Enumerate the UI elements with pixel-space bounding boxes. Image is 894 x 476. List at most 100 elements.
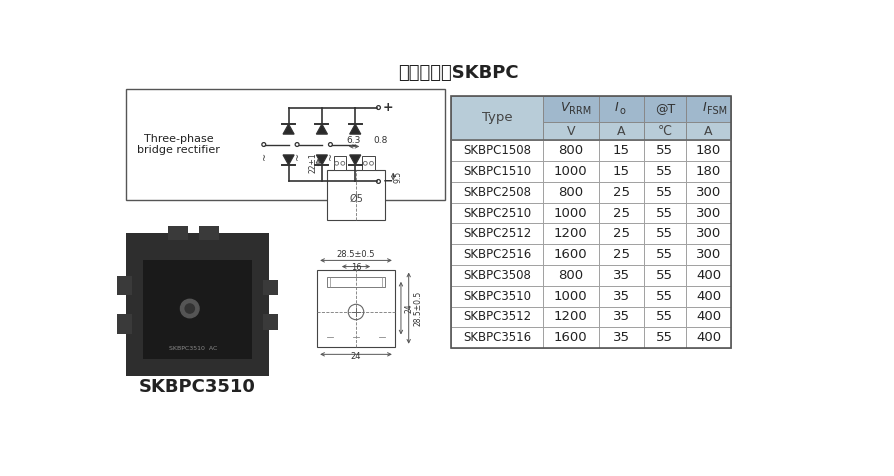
Text: +: + bbox=[383, 101, 393, 114]
Bar bbox=[542, 182, 598, 203]
Bar bbox=[643, 307, 686, 327]
Bar bbox=[542, 161, 598, 182]
Text: 6.3: 6.3 bbox=[347, 136, 361, 145]
Text: 55: 55 bbox=[655, 144, 672, 157]
Text: SKBPC3512: SKBPC3512 bbox=[462, 310, 530, 324]
Bar bbox=[263, 314, 278, 330]
Text: ℃: ℃ bbox=[657, 125, 671, 138]
Bar bbox=[542, 327, 598, 348]
Text: ~: ~ bbox=[292, 152, 302, 160]
Bar bbox=[643, 161, 686, 182]
Text: Ø5: Ø5 bbox=[349, 193, 363, 203]
Bar bbox=[451, 244, 542, 265]
Bar bbox=[598, 203, 643, 223]
Bar bbox=[598, 265, 643, 286]
Text: RRM: RRM bbox=[569, 106, 591, 116]
Text: ~: ~ bbox=[325, 152, 336, 160]
Text: 25: 25 bbox=[611, 207, 628, 219]
Bar bbox=[686, 161, 730, 182]
Bar bbox=[686, 182, 730, 203]
Bar bbox=[643, 140, 686, 161]
Text: 180: 180 bbox=[696, 144, 721, 157]
Bar bbox=[598, 96, 643, 122]
Bar bbox=[686, 307, 730, 327]
Polygon shape bbox=[316, 155, 327, 165]
Bar bbox=[126, 89, 444, 200]
Text: 300: 300 bbox=[696, 207, 721, 219]
Text: 55: 55 bbox=[655, 290, 672, 303]
Text: SKBPC3510: SKBPC3510 bbox=[139, 377, 256, 396]
Polygon shape bbox=[283, 155, 294, 165]
Text: SKBPC1510: SKBPC1510 bbox=[462, 165, 530, 178]
Bar bbox=[451, 203, 542, 223]
Text: A: A bbox=[704, 125, 713, 138]
Bar bbox=[451, 307, 542, 327]
Text: 1200: 1200 bbox=[553, 310, 586, 324]
Bar bbox=[451, 286, 542, 307]
Bar bbox=[643, 327, 686, 348]
Bar bbox=[451, 140, 542, 161]
Bar bbox=[598, 161, 643, 182]
Bar bbox=[542, 286, 598, 307]
Bar bbox=[598, 327, 643, 348]
Circle shape bbox=[181, 299, 198, 318]
Bar bbox=[598, 307, 643, 327]
Bar bbox=[542, 203, 598, 223]
Text: 24: 24 bbox=[350, 352, 361, 361]
Bar bbox=[686, 96, 730, 122]
Text: Three-phase
bridge rectifier: Three-phase bridge rectifier bbox=[137, 134, 220, 155]
Bar bbox=[451, 223, 542, 244]
Text: 25: 25 bbox=[611, 228, 628, 240]
Bar bbox=[686, 265, 730, 286]
Bar bbox=[598, 244, 643, 265]
Text: −: − bbox=[383, 175, 393, 188]
Bar bbox=[451, 96, 542, 140]
Bar bbox=[451, 182, 542, 203]
Polygon shape bbox=[350, 124, 360, 134]
Bar bbox=[451, 161, 542, 182]
Bar bbox=[542, 244, 598, 265]
Polygon shape bbox=[350, 155, 360, 165]
Text: 55: 55 bbox=[655, 269, 672, 282]
Bar bbox=[686, 286, 730, 307]
Bar bbox=[643, 286, 686, 307]
Bar bbox=[686, 223, 730, 244]
Text: 300: 300 bbox=[696, 228, 721, 240]
Bar bbox=[598, 182, 643, 203]
Polygon shape bbox=[316, 124, 327, 134]
Text: 1600: 1600 bbox=[553, 248, 586, 261]
Text: 24: 24 bbox=[403, 303, 413, 313]
Bar bbox=[333, 156, 346, 169]
Text: Type: Type bbox=[481, 111, 511, 124]
Text: o: o bbox=[619, 106, 625, 116]
Bar bbox=[542, 96, 598, 122]
Bar bbox=[116, 314, 132, 334]
Bar bbox=[643, 182, 686, 203]
Text: I: I bbox=[702, 101, 705, 114]
Text: 28.5±0.5: 28.5±0.5 bbox=[336, 249, 375, 258]
Text: 9.5: 9.5 bbox=[392, 170, 402, 182]
Text: 55: 55 bbox=[655, 165, 672, 178]
Text: SKBPC1508: SKBPC1508 bbox=[462, 144, 530, 157]
Bar bbox=[542, 223, 598, 244]
Text: ~: ~ bbox=[259, 152, 269, 160]
Bar bbox=[643, 122, 686, 140]
Text: SKBPC3508: SKBPC3508 bbox=[462, 269, 530, 282]
Bar bbox=[686, 122, 730, 140]
Text: 16: 16 bbox=[350, 263, 361, 272]
Text: 55: 55 bbox=[655, 207, 672, 219]
Text: 25: 25 bbox=[611, 248, 628, 261]
Circle shape bbox=[185, 304, 194, 313]
Text: SKBPC2510: SKBPC2510 bbox=[462, 207, 530, 219]
Bar bbox=[316, 269, 394, 347]
Bar bbox=[326, 278, 385, 287]
Text: 400: 400 bbox=[696, 331, 721, 344]
Text: 1000: 1000 bbox=[553, 290, 586, 303]
Bar bbox=[686, 244, 730, 265]
Text: 三相整流桥SKBPC: 三相整流桥SKBPC bbox=[398, 64, 518, 82]
Bar bbox=[451, 96, 730, 348]
Bar bbox=[263, 280, 278, 295]
Text: 25: 25 bbox=[611, 186, 628, 199]
Bar bbox=[643, 223, 686, 244]
Bar bbox=[598, 122, 643, 140]
